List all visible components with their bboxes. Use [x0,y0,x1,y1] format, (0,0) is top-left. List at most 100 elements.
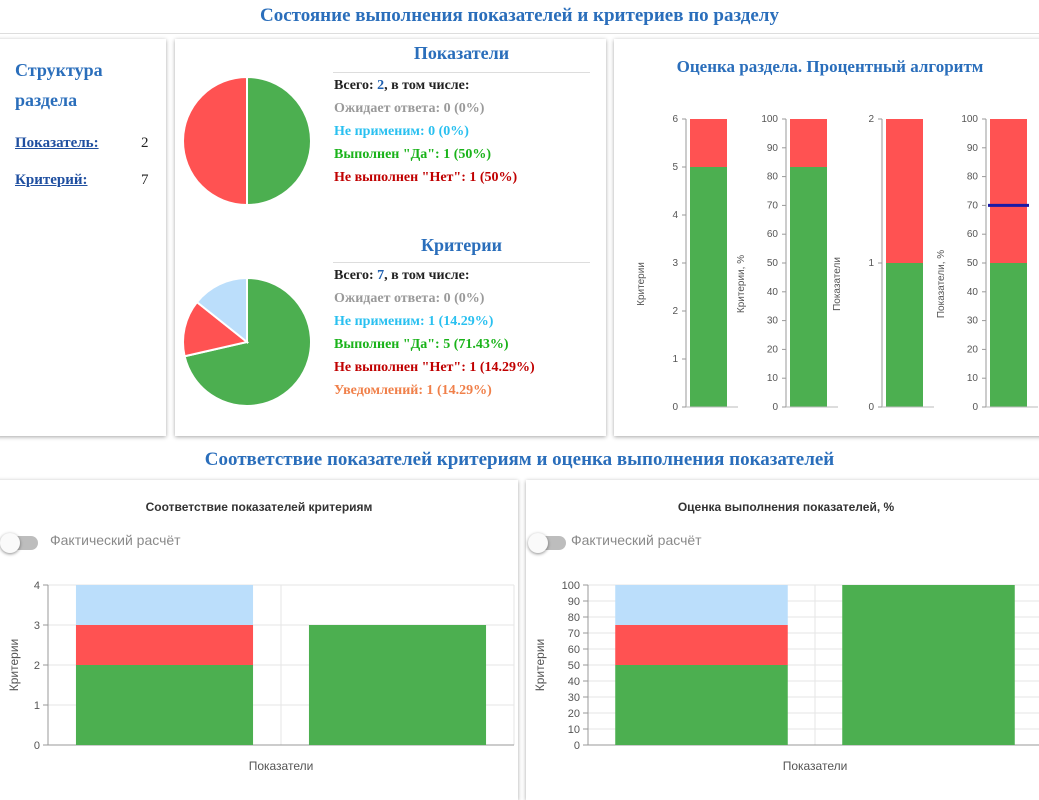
indicators-total-value: 2 [377,78,385,93]
bar-0-seg-2 [615,585,788,625]
y-tick-label: 100 [562,580,580,592]
y-tick-label: 3 [34,620,40,632]
indicators-pending: Ожидает ответа: 0 (0%) [334,101,485,116]
y-tick-label: 100 [761,114,778,125]
actual-calc-toggle-2[interactable] [526,532,566,554]
indicators-title: Показатели [413,43,510,63]
y-axis-label: Критерии [533,639,547,691]
compliance-chart-card: Соответствие показателей критериям Факти… [0,480,518,800]
y-tick-label: 90 [967,143,979,154]
y-tick-label: 4 [672,210,678,221]
header-divider [0,33,1039,34]
bar-segment-1 [990,119,1027,263]
summary-card: Показатели Всего: 2, в том числе: Ожидае… [175,39,606,436]
criteria-divider [333,262,590,263]
criteria-title: Критерии [420,235,503,255]
assessment-card: Оценка раздела. Процентный алгоритм 0 1 2 3… [614,39,1039,436]
y-tick-label: 40 [568,676,580,688]
y-axis-label: Критерии [7,639,21,691]
structure-card: Структура раздела Показатель: 2 Критерий… [0,39,166,436]
y-tick-label: 80 [568,612,580,624]
performance-chart-title: Оценка выполнения показателей, % [677,500,895,514]
bar-segment-1 [690,119,727,167]
indicator-link[interactable]: Показатель: [15,135,99,151]
y-tick-label: 5 [672,162,678,173]
y-tick-label: 30 [967,316,979,327]
pie-slice-1 [182,300,250,358]
section2-title: Соответствие показателей критериям и оце… [204,449,835,470]
y-tick-label: 1 [868,258,874,269]
y-tick-label: 100 [961,114,978,125]
indicators-done: Выполнен "Да": 1 (50%) [334,147,492,162]
criteria-not-applicable: Не применим: 1 (14.29%) [334,314,494,329]
page-title: Состояние выполнения показателей и крите… [260,5,779,26]
y-tick-label: 2 [34,660,40,672]
bar-segment-0 [790,167,827,407]
mini-chart-3: 0 10 20 30 40 50 60 70 80 90 100 Показатели, % [936,114,1038,413]
y-tick-label: 30 [767,316,779,327]
bar-segment-1 [886,119,923,263]
y-tick-label: 10 [767,373,779,384]
structure-title: Структура раздела [15,55,103,115]
y-tick-label: 60 [568,644,580,656]
assessment-title: Оценка раздела. Процентный алгоритм [676,57,984,76]
y-tick-label: 6 [672,114,678,125]
y-tick-label: 0 [574,740,580,752]
performance-chart-card: Оценка выполнения показателей, % Фактиче… [526,480,1039,800]
mini-chart-0: 0 1 2 3 4 5 6 Критерии [636,114,738,413]
actual-calc-toggle[interactable] [0,532,40,554]
criteria-total: Всего: 7, в том числе: [334,268,470,283]
y-tick-label: 1 [672,354,678,365]
bar-segment-1 [790,119,827,168]
y-tick-label: 70 [767,200,779,211]
criteria-not-done: Не выполнен "Нет": 1 (14.29%) [334,360,535,375]
indicators-stats: Всего: 2, в том числе: Ожидает ответа: 0… [334,74,517,189]
y-tick-label: 70 [568,628,580,640]
indicator-count: 2 [141,135,149,151]
criteria-pie [182,276,312,407]
y-tick-label: 4 [34,580,40,592]
y-tick-label: 80 [767,172,779,183]
criteria-stats: Всего: 7, в том числе: Ожидает ответа: 0… [334,264,535,402]
criterion-count: 7 [141,172,149,188]
bar-1-seg-0 [308,625,487,745]
y-tick-label: 2 [672,306,678,317]
criterion-link[interactable]: Критерий: [15,172,88,188]
toggle-knob [0,533,20,553]
y-tick-label: 50 [767,258,779,269]
bar-0-seg-0 [615,665,788,745]
y-tick-label: 0 [868,402,874,413]
y-tick-label: 0 [772,402,778,413]
assessment-charts: 0123456Критерии0102030405060708090100Кри… [636,114,1038,413]
y-tick-label: 20 [767,344,779,355]
y-axis-label: Критерии, % [736,255,747,313]
criteria-pending: Ожидает ответа: 0 (0%) [334,291,485,306]
y-tick-label: 90 [568,596,580,608]
bar-0-seg-0 [75,665,254,745]
y-tick-label: 30 [568,692,580,704]
y-tick-label: 2 [868,114,874,125]
y-axis-label: Показатели [832,257,843,311]
y-tick-label: 90 [767,143,779,154]
y-tick-label: 20 [967,344,979,355]
compliance-chart: 0 1 2 3 4 Показатели Критерии [7,580,515,773]
y-tick-label: 60 [767,229,779,240]
y-tick-label: 3 [672,258,678,269]
pie-slice-0 [246,75,312,207]
actual-calc-label-2: Фактический расчёт [571,532,702,548]
indicators-total: Всего: 2, в том числе: [334,78,470,93]
x-axis-label: Показатели [783,759,848,773]
bar-0-seg-1 [75,625,254,665]
y-tick-label: 0 [972,402,978,413]
bar-segment-0 [690,167,727,407]
criteria-done: Выполнен "Да": 5 (71.43%) [334,337,509,352]
indicators-divider [333,72,590,73]
y-axis-label: Критерии [636,262,647,306]
criteria-total-value: 7 [377,268,385,283]
compliance-chart-title: Соответствие показателей критериям [145,500,373,514]
y-tick-label: 0 [672,402,678,413]
indicators-not-done: Не выполнен "Нет": 1 (50%) [334,170,518,185]
y-axis-label: Показатели, % [936,250,947,318]
y-tick-label: 60 [967,229,979,240]
y-tick-label: 10 [568,724,580,736]
